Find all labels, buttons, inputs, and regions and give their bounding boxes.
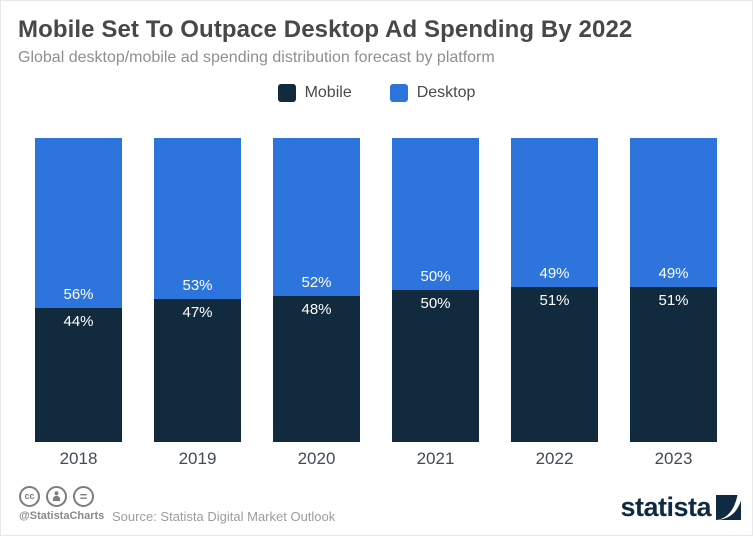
x-axis: 2018 2019 2020 2021 2022 2023 <box>35 449 717 469</box>
mobile-value-label-2021: 50% <box>420 295 451 312</box>
license-icons: cc = <box>19 486 94 507</box>
statista-logotype: statista <box>620 492 711 522</box>
desktop-value-label-2022: 49% <box>539 264 570 282</box>
no-derivatives-icon: = <box>73 486 94 507</box>
desktop-value-label-2020: 52% <box>301 274 332 292</box>
x-tick-2023: 2023 <box>654 449 693 468</box>
statista-logo-mark <box>716 495 741 520</box>
mobile-segment-2018: 44% <box>35 308 122 442</box>
statista-logo: statista <box>620 494 741 521</box>
mobile-value-label-2018: 44% <box>63 313 94 331</box>
bar-2021: 50% 50% <box>392 138 479 442</box>
bar-2020: 52% 48% <box>273 138 360 442</box>
page-subtitle: Global desktop/mobile ad spending distri… <box>18 49 495 66</box>
source-text: Source: Statista Digital Market Outlook <box>112 509 336 524</box>
desktop-segment-2018: 56% <box>35 138 122 309</box>
legend-swatch-desktop <box>389 84 408 102</box>
desktop-segment-2021: 50% <box>392 138 479 290</box>
legend-item-mobile: Mobile <box>277 84 352 102</box>
mobile-value-label-2022: 51% <box>539 291 570 309</box>
mobile-segment-2023: 51% <box>630 286 717 442</box>
desktop-value-label-2023: 49% <box>658 264 689 282</box>
desktop-value-label-2019: 53% <box>182 277 213 295</box>
desktop-segment-2022: 49% <box>511 138 598 287</box>
stacked-bar-chart: 56% 44% 53% 47% 52% 48% 50% 50% 49% 51% 49% 51% <box>35 138 717 442</box>
bar-2019: 53% 47% <box>154 138 241 442</box>
page-title: Mobile Set To Outpace Desktop Ad Spendin… <box>18 16 633 43</box>
legend-label-mobile: Mobile <box>304 84 352 101</box>
cc-icon: cc <box>19 486 40 507</box>
x-tick-2021: 2021 <box>416 449 455 468</box>
desktop-segment-2019: 53% <box>154 138 241 300</box>
bar-2018: 56% 44% <box>35 138 122 442</box>
statista-charts-handle: @StatistaCharts <box>19 510 105 522</box>
x-tick-2020: 2020 <box>297 449 336 468</box>
nd-icon-text: = <box>79 488 88 504</box>
cc-icon-text: cc <box>24 491 35 501</box>
bar-2023: 49% 51% <box>630 138 717 442</box>
legend: Mobile Desktop <box>0 84 753 102</box>
desktop-value-label-2021: 50% <box>420 268 451 285</box>
x-tick-2022: 2022 <box>535 449 574 468</box>
mobile-segment-2022: 51% <box>511 286 598 442</box>
mobile-value-label-2020: 48% <box>301 301 332 319</box>
mobile-segment-2019: 47% <box>154 299 241 442</box>
legend-label-desktop: Desktop <box>416 84 476 101</box>
mobile-segment-2020: 48% <box>273 296 360 442</box>
person-glyph <box>52 491 61 502</box>
mobile-segment-2021: 50% <box>392 290 479 442</box>
x-tick-2018: 2018 <box>59 449 98 468</box>
desktop-segment-2020: 52% <box>273 138 360 297</box>
desktop-segment-2023: 49% <box>630 138 717 287</box>
legend-item-desktop: Desktop <box>389 84 476 102</box>
mobile-value-label-2019: 47% <box>182 304 213 322</box>
attribution-icon <box>46 486 67 507</box>
x-tick-2019: 2019 <box>178 449 217 468</box>
desktop-value-label-2018: 56% <box>63 286 94 304</box>
mobile-value-label-2023: 51% <box>658 291 689 309</box>
bar-2022: 49% 51% <box>511 138 598 442</box>
legend-swatch-mobile <box>277 84 296 102</box>
